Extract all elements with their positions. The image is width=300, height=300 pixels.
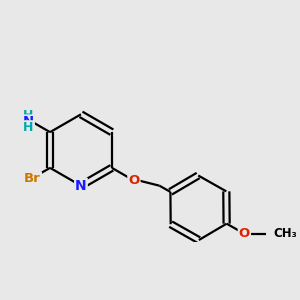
Text: H: H — [23, 121, 34, 134]
Text: Br: Br — [24, 172, 41, 185]
Text: H: H — [23, 109, 34, 122]
Text: N: N — [75, 179, 87, 193]
Text: CH₃: CH₃ — [273, 227, 297, 240]
Text: O: O — [239, 227, 250, 240]
Text: O: O — [128, 174, 140, 187]
Text: N: N — [23, 116, 34, 128]
